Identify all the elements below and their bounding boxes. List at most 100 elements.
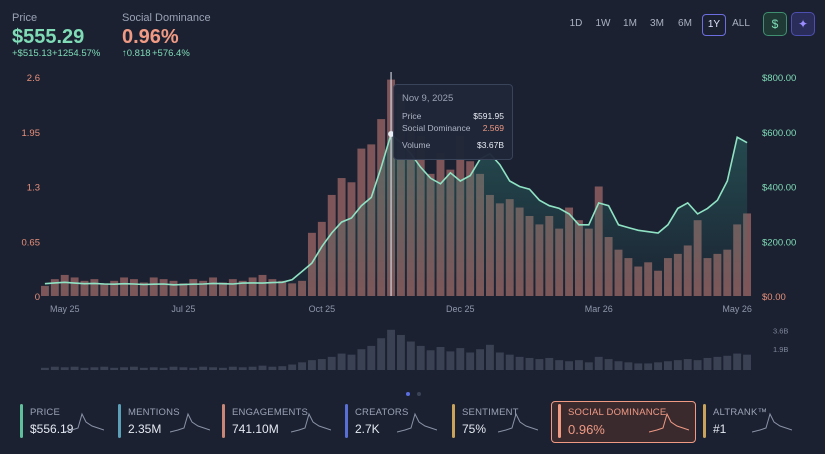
- volume-bar: [218, 367, 227, 370]
- volume-bar: [476, 349, 485, 370]
- sparkline-path: [752, 412, 792, 433]
- dominance-label: Social Dominance: [122, 12, 211, 24]
- x-tick-label: Jul 25: [171, 304, 195, 314]
- volume-bar: [278, 366, 287, 370]
- card-value: 0.96%: [568, 422, 605, 437]
- range-button[interactable]: 1M: [623, 18, 637, 29]
- volume-bar: [110, 367, 119, 370]
- volume-bar: [70, 366, 79, 370]
- tooltip-date: Nov 9, 2025: [402, 93, 454, 104]
- volume-bar: [525, 357, 534, 370]
- volume-bar: [357, 349, 366, 370]
- volume-bar: [416, 345, 425, 370]
- volume-bar: [535, 359, 544, 370]
- range-button[interactable]: ALL: [732, 18, 750, 29]
- volume-bar: [654, 362, 663, 370]
- sparkline: [170, 412, 210, 433]
- range-button[interactable]: 3M: [650, 18, 664, 29]
- sparkline: [649, 412, 689, 433]
- metric-card[interactable]: CREATORS 2.7K: [345, 402, 443, 442]
- metric-card[interactable]: MENTIONS 2.35M: [118, 402, 216, 442]
- card-value: 2.35M: [128, 422, 162, 436]
- tooltip-label: Price: [402, 111, 422, 121]
- volume-bar: [713, 356, 722, 370]
- card-accent: [222, 404, 225, 438]
- volume-bar: [258, 365, 267, 370]
- volume-bar: [565, 361, 574, 370]
- volume-bar: [614, 361, 623, 370]
- ai-toggle[interactable]: ✦: [791, 12, 815, 36]
- metric-card[interactable]: SOCIAL DOMINANCE 0.96%: [551, 401, 696, 443]
- volume-bar: [703, 357, 712, 370]
- volume-bar: [298, 362, 307, 370]
- volume-bar: [179, 367, 188, 370]
- volume-bar: [644, 363, 653, 370]
- metric-card[interactable]: SENTIMENT 75%: [452, 402, 544, 442]
- volume-bar: [604, 359, 613, 370]
- y2-tick-label: $200.00: [762, 237, 796, 248]
- page-dot[interactable]: [417, 392, 421, 396]
- volume-bar: [60, 367, 69, 370]
- range-button[interactable]: 6M: [678, 18, 692, 29]
- card-accent: [118, 404, 121, 438]
- volume-bar: [169, 366, 178, 370]
- volume-bar: [377, 338, 386, 370]
- volume-bar: [80, 367, 89, 370]
- sparkline-path: [649, 412, 689, 433]
- volume-bar: [466, 352, 475, 370]
- y-tick-label: 0.65: [22, 237, 41, 248]
- sparkline-path: [397, 412, 437, 433]
- tooltip-label: Volume: [402, 140, 431, 150]
- card-accent: [452, 404, 455, 438]
- card-accent: [345, 404, 348, 438]
- card-label: MENTIONS: [128, 407, 180, 418]
- y-tick-label: 0: [35, 292, 40, 303]
- volume-bar: [505, 354, 514, 370]
- price-change: +$515.13: [12, 48, 52, 59]
- volume-bar: [228, 366, 237, 370]
- price-toggle[interactable]: $: [763, 12, 787, 36]
- page-dot[interactable]: [406, 392, 410, 396]
- range-button[interactable]: 1Y: [702, 14, 726, 36]
- dominance-change-pct: +576.4%: [152, 48, 190, 59]
- y-tick-label: 2.6: [27, 73, 40, 84]
- card-value: 2.7K: [355, 422, 380, 436]
- volume-bar: [347, 354, 356, 370]
- x-tick-label: Mar 26: [585, 304, 613, 314]
- card-label: PRICE: [30, 407, 61, 418]
- sparkline: [752, 412, 792, 433]
- volume-bar: [396, 334, 405, 370]
- volume-bar: [624, 362, 633, 370]
- volume-bar: [574, 360, 583, 370]
- volume-bar: [149, 367, 158, 370]
- tooltip-value: $591.95: [473, 111, 504, 121]
- volume-bar: [337, 353, 346, 370]
- volume-bar: [446, 351, 455, 370]
- sparkline-path: [291, 412, 331, 433]
- volume-bar: [268, 366, 277, 370]
- volume-bar: [387, 329, 396, 370]
- x-tick-label: Oct 25: [309, 304, 336, 314]
- volume-bar: [238, 367, 247, 370]
- range-button[interactable]: 1W: [595, 18, 611, 29]
- metric-card[interactable]: PRICE $556.19: [20, 402, 110, 442]
- metric-card[interactable]: ALTRANK™ #1: [703, 402, 798, 442]
- x-tick-label: May 26: [722, 304, 752, 314]
- volume-bar: [100, 366, 109, 370]
- y2-tick-label: $600.00: [762, 128, 796, 139]
- volume-bar: [485, 344, 494, 370]
- volume-bar: [40, 367, 49, 370]
- volume-bar: [693, 360, 702, 370]
- y2-tick-label: $400.00: [762, 183, 796, 194]
- range-button[interactable]: 1D: [569, 18, 583, 29]
- sparkline: [291, 412, 331, 433]
- y2-tick-label: $800.00: [762, 73, 796, 84]
- volume-bar: [663, 361, 672, 370]
- volume-bar: [139, 367, 148, 370]
- volume-bar: [120, 367, 129, 370]
- sparkline-path: [64, 412, 104, 433]
- sparkline: [498, 412, 538, 433]
- metric-card[interactable]: ENGAGEMENTS 741.10M: [222, 402, 337, 442]
- volume-bar: [90, 367, 99, 370]
- volume-bar: [50, 366, 59, 370]
